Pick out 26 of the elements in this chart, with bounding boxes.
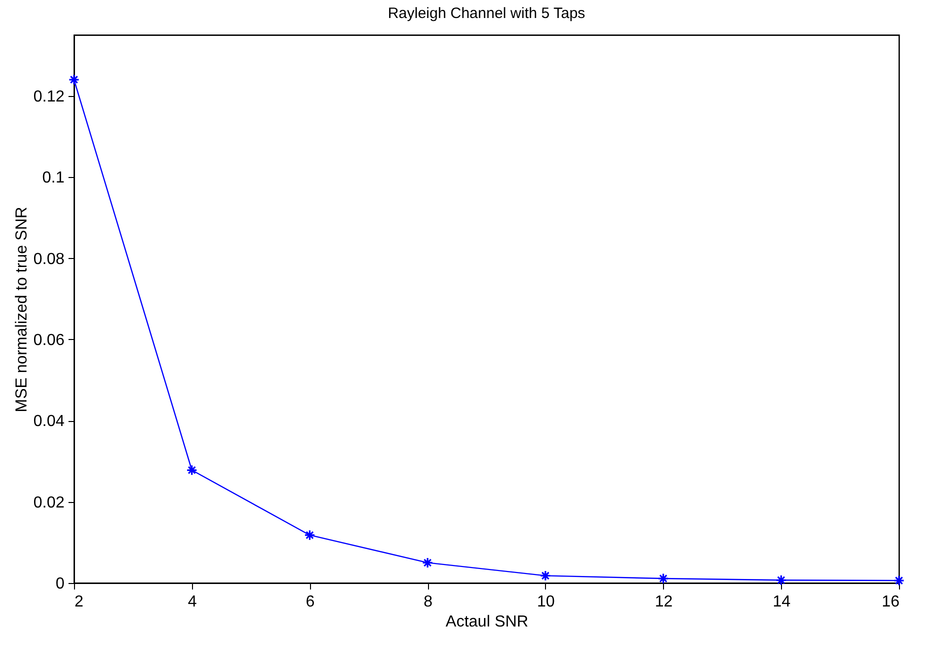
x-tick-label: 12	[654, 594, 673, 610]
y-tick-label: 0.1	[42, 170, 65, 187]
x-tick-label: 4	[188, 594, 197, 610]
x-tick-label: 2	[74, 594, 84, 610]
point	[540, 570, 551, 582]
y-tick-label: 0.12	[33, 88, 65, 106]
y-tick-label: 0.02	[33, 494, 65, 512]
x-tick-label: 14	[772, 594, 791, 610]
x-tick-label: 16	[882, 594, 900, 610]
x-tick-label: 10	[537, 594, 555, 610]
y-tick-label: 0.08	[33, 250, 65, 268]
point	[68, 74, 80, 86]
y-axis-title: MSE normalized to true SNR	[13, 206, 30, 412]
x-tick-label: 6	[306, 594, 315, 610]
point	[658, 572, 669, 584]
point	[776, 574, 787, 586]
point	[422, 557, 434, 568]
y-tick-label: 0.06	[33, 332, 65, 349]
x-axis-title: Actaul SNR	[446, 614, 528, 630]
chart-title: Rayleigh Channel with 5 Taps	[388, 5, 586, 22]
point	[186, 464, 198, 476]
point	[893, 575, 905, 586]
y-tick-label: 0.04	[33, 413, 65, 430]
x-tick-label: 8	[424, 594, 433, 610]
y-tick-label: 0	[56, 576, 65, 592]
point	[304, 530, 316, 541]
